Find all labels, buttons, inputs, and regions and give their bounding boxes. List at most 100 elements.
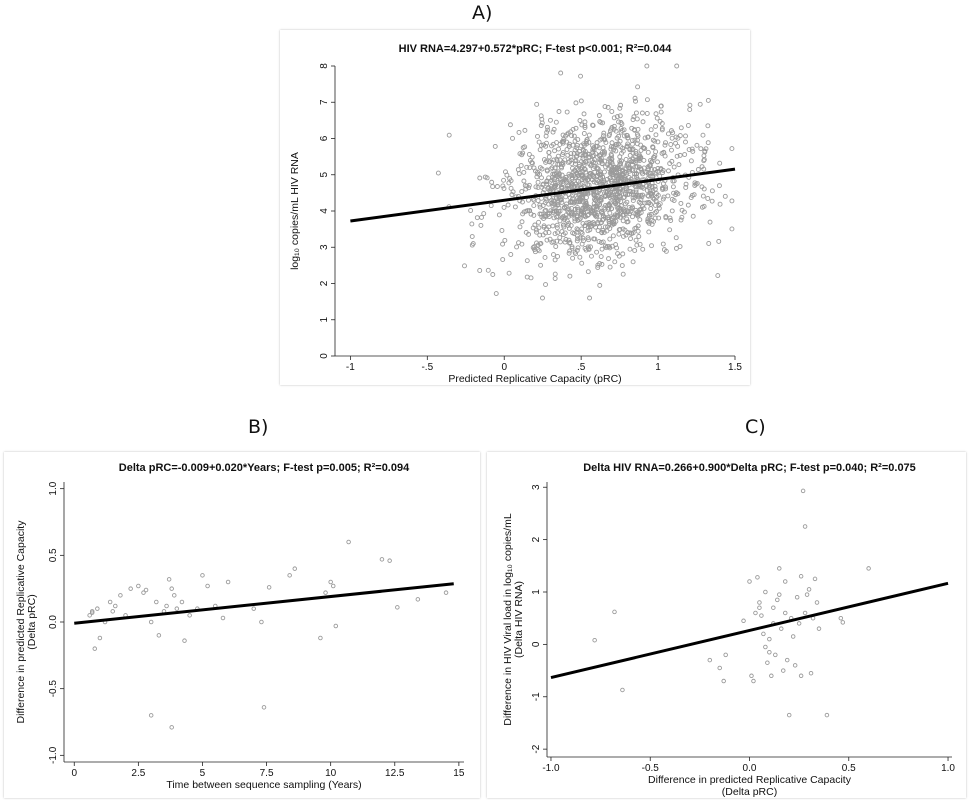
scatter-point [641,145,647,151]
scatter-point [566,237,572,243]
scatter-point [552,175,558,181]
scatter-point [554,225,560,231]
scatter-point [485,267,491,273]
scatter-point [575,178,581,184]
scatter-point [136,583,141,589]
scatter-point [524,258,530,264]
scatter-point [544,158,549,164]
chart-title: Delta HIV RNA=0.266+0.900*Delta pRC; F-t… [583,462,916,474]
scatter-point [607,155,613,161]
scatter-point [683,139,688,145]
scatter-point [556,195,562,201]
scatter-point [618,129,624,135]
scatter-point [547,178,553,184]
scatter-point [771,605,776,610]
x-axis-label: Difference in predicted Replicative Capa… [648,774,852,786]
scatter-point [586,237,591,243]
scatter-point [683,133,688,139]
chart-c-svg: Delta HIV RNA=0.266+0.900*Delta pRC; F-t… [502,462,955,798]
scatter-point [605,224,611,230]
scatter-point [570,255,576,261]
scatter-point [623,157,629,162]
scatter-point [631,174,637,180]
scatter-point [564,109,570,115]
scatter-point [769,673,774,679]
scatter-point [577,118,583,123]
scatter-point [623,191,628,197]
scatter-point [205,583,210,589]
scatter-point [620,687,625,693]
scatter-point [523,229,529,235]
scatter-point [594,143,600,149]
scatter-point [644,111,650,116]
scatter-point [500,241,506,247]
scatter-point [634,242,640,248]
scatter-point [609,153,615,159]
scatter-point [598,210,604,216]
scatter-point [594,165,600,171]
scatter-point [603,140,609,145]
scatter-point [514,244,520,250]
scatter-point [573,158,579,164]
scatter-point [541,223,547,229]
scatter-point [517,224,523,230]
scatter-point [505,202,511,208]
scatter-point [561,222,567,228]
scatter-point [616,119,621,125]
scatter-point [593,197,598,203]
scatter-point [578,143,584,149]
scatter-point [595,262,601,268]
scatter-point [597,119,603,125]
scatter-point [569,245,575,251]
scatter-point [541,187,547,193]
scatter-point [595,206,601,212]
scatter-point [546,185,552,190]
scatter-point [671,190,677,196]
scatter-point [615,171,621,177]
scatter-point [534,174,540,180]
scatter-point [531,212,537,218]
scatter-point [624,132,630,138]
scatter-point [544,124,550,130]
scatter-point [524,274,530,280]
scatter-point [323,590,328,595]
scatter-point [695,167,701,172]
scatter-point [665,168,671,174]
scatter-point [574,226,580,232]
scatter-point [537,211,543,217]
scatter-point [568,154,574,160]
scatter-point [601,133,606,139]
scatter-point [148,619,154,625]
scatter-point [640,171,646,177]
scatter-point [571,168,577,174]
scatter-point [110,609,115,614]
scatter-point [648,206,654,212]
scatter-point [665,193,671,199]
scatter-point [729,226,735,232]
scatter-point [619,150,625,156]
scatter-point [587,189,593,195]
scatter-point [552,148,558,154]
scatter-point [722,193,728,199]
scatter-point [694,142,700,148]
y-tick-label: 3 [319,244,330,250]
scatter-point [633,110,639,116]
x-tick-label: -0.5 [642,763,660,774]
scatter-point [567,248,573,254]
scatter-point [182,638,187,643]
scatter-point [575,245,581,251]
y-tick-label: 0 [531,641,542,647]
scatter-point [598,119,604,125]
scatter-point [616,133,622,139]
scatter-point [87,613,92,618]
scatter-point [318,635,323,641]
scatter-point [635,228,641,234]
scatter-point [519,219,525,225]
scatter-point [741,618,746,624]
scatter-point [642,135,648,141]
scatter-point [581,166,587,172]
scatter-point [553,183,558,188]
y-tick-label: -2 [531,744,542,753]
scatter-point [544,168,550,174]
scatter-point [555,180,561,186]
